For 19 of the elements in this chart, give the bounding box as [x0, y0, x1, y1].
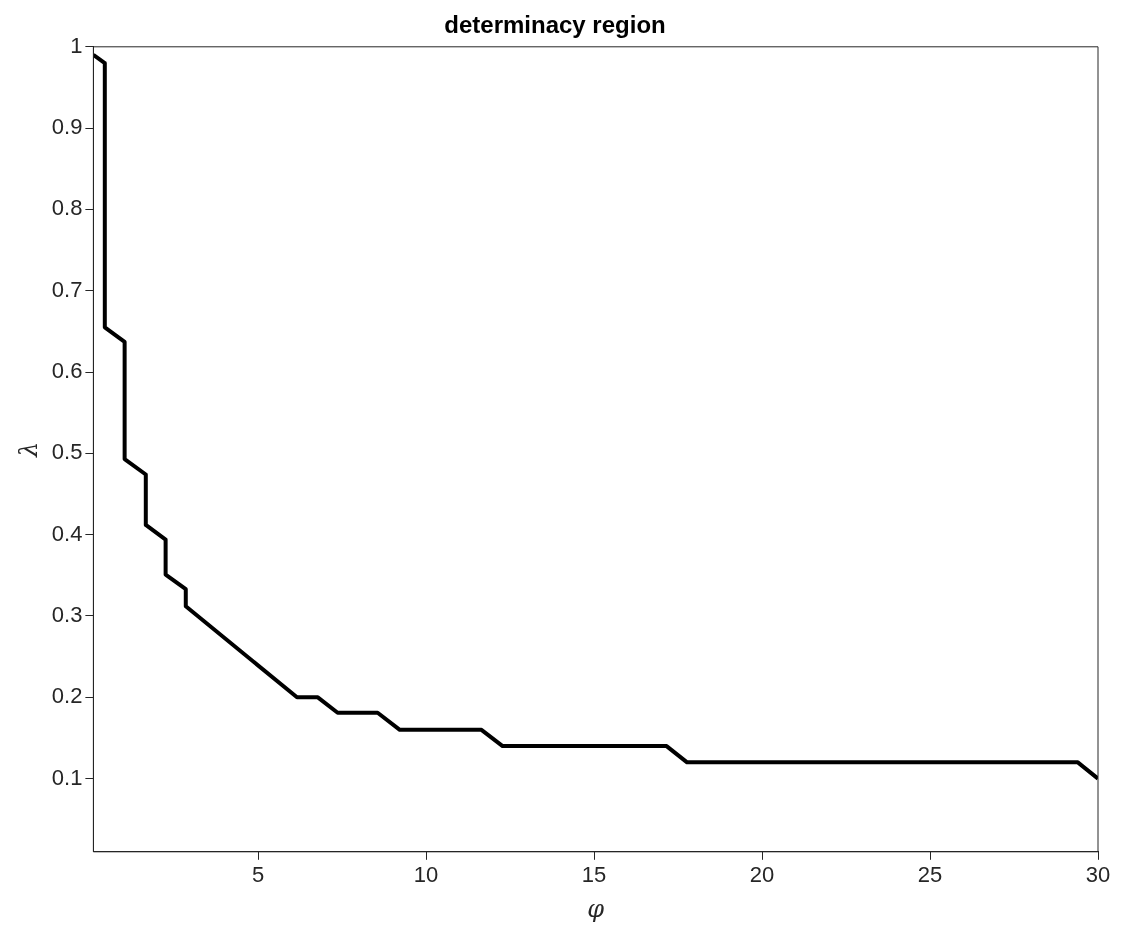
x-axis-title: φ: [587, 894, 605, 923]
y-tick-label: 1: [70, 32, 83, 58]
y-tick-label: 0.3: [51, 602, 83, 628]
x-tick-label: 15: [581, 862, 607, 888]
y-tick-label: 0.2: [51, 683, 83, 709]
x-tick-label: 10: [413, 862, 439, 888]
x-tick-label: 5: [251, 862, 265, 888]
y-tick-label: 0.7: [51, 276, 83, 302]
x-tick-label: 25: [917, 862, 943, 888]
x-tick-label: 30: [1085, 862, 1111, 888]
y-axis-title: λ: [14, 441, 43, 458]
y-tick-label: 0.1: [51, 764, 83, 790]
x-tick-label: 20: [749, 862, 775, 888]
chart-title: determinacy region: [444, 11, 666, 39]
y-tick-label: 0.8: [51, 195, 83, 221]
y-tick-label: 0.4: [51, 520, 83, 546]
y-tick-label: 0.9: [51, 114, 83, 140]
y-tick-label: 0.6: [51, 358, 83, 384]
y-tick-label: 0.5: [51, 439, 83, 465]
